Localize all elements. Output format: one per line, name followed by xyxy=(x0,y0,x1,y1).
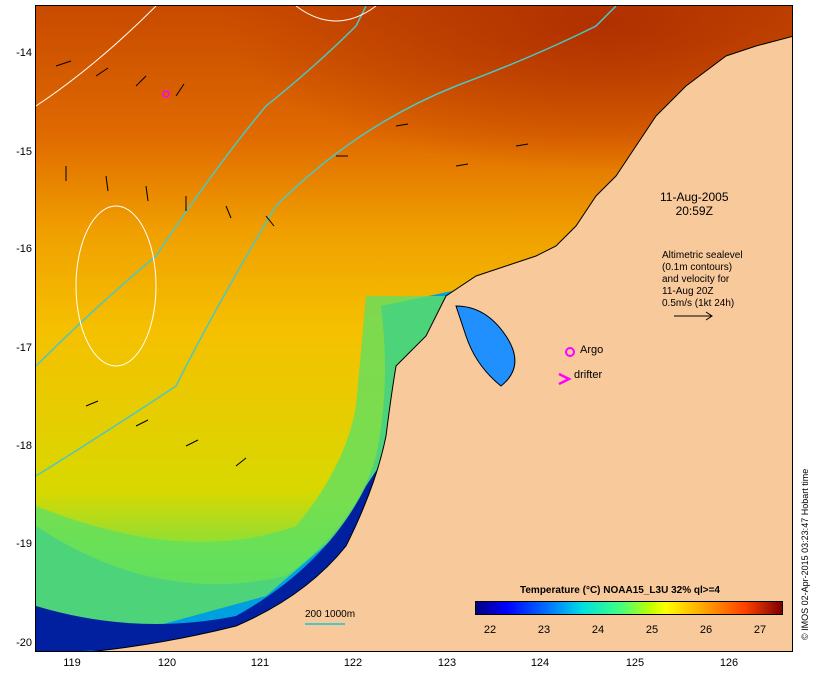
colorbar-tick: 27 xyxy=(753,624,767,636)
lon-label-119: 119 xyxy=(63,657,81,669)
sealevel-contour xyxy=(75,205,157,367)
king-sound-bay xyxy=(455,305,516,387)
lat-label-14: -14 xyxy=(16,47,32,59)
isobath-1000m xyxy=(36,6,367,367)
lon-label-122: 122 xyxy=(343,657,363,669)
sst-map-canvas xyxy=(36,6,792,651)
legend-line: 11-Aug 20Z xyxy=(662,286,714,297)
legend-line: (0.1m contours) xyxy=(662,262,733,273)
lon-label-126: 126 xyxy=(719,657,739,669)
map-date: 11-Aug-2005 xyxy=(660,190,729,204)
land-mass xyxy=(91,36,792,651)
colorbar-title: Temperature (°C) NOAA15_L3U 32% ql>=4 xyxy=(520,585,720,596)
velocity-arrows xyxy=(55,60,529,467)
isobath-label: 200 1000m xyxy=(305,609,356,620)
lat-label-18: -18 xyxy=(16,440,32,452)
sealevel-contour-3 xyxy=(295,6,377,22)
temperature-colorbar xyxy=(475,601,783,615)
altimetry-legend: Altimetric sealevel (0.1m contours) and … xyxy=(662,250,743,310)
isobath-200m xyxy=(36,6,617,477)
coastal-green-band xyxy=(36,296,466,636)
colorbar-tick: 26 xyxy=(699,624,713,636)
lat-label-19: -19 xyxy=(16,538,32,550)
legend-line: Altimetric sealevel xyxy=(662,250,743,261)
lon-label-121: 121 xyxy=(250,657,270,669)
colorbar-tick: 22 xyxy=(483,624,497,636)
argo-marker xyxy=(565,347,575,357)
argo-label: Argo xyxy=(580,344,604,356)
lat-label-17: -17 xyxy=(16,342,32,354)
map-datetime: 11-Aug-2005 20:59Z xyxy=(660,190,729,218)
lon-label-120: 120 xyxy=(157,657,177,669)
lon-label-125: 125 xyxy=(625,657,645,669)
colorbar-tick: 25 xyxy=(645,624,659,636)
lon-label-123: 123 xyxy=(437,657,457,669)
sst-map[interactable] xyxy=(35,5,793,652)
argo-marker-top xyxy=(162,90,170,98)
lat-label-15: -15 xyxy=(16,146,32,158)
lat-label-20: -20 xyxy=(16,637,32,649)
lat-label-16: -16 xyxy=(16,243,32,255)
sealevel-contour-2 xyxy=(36,6,157,107)
deep-cold-band xyxy=(36,456,396,651)
drifter-marker xyxy=(558,372,572,386)
colorbar-tick: 24 xyxy=(591,624,605,636)
lon-label-124: 124 xyxy=(530,657,550,669)
drifter-label: drifter xyxy=(574,369,603,381)
imos-credit: © IMOS 02-Apr-2015 03:23:47 Hobart time xyxy=(800,468,810,640)
legend-line: and velocity for xyxy=(662,274,730,285)
velocity-scale-arrowhead xyxy=(705,311,713,321)
map-time: 20:59Z xyxy=(675,204,713,218)
isobath-legend-line xyxy=(305,623,345,625)
legend-line: 0.5m/s (1kt 24h) xyxy=(662,298,735,309)
colorbar-tick: 23 xyxy=(537,624,551,636)
